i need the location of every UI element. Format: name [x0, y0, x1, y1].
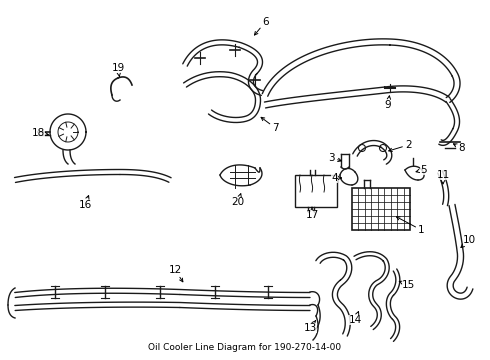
Text: 18: 18 [32, 128, 49, 138]
Text: 12: 12 [169, 265, 183, 282]
Text: 20: 20 [231, 194, 245, 207]
Text: 4: 4 [331, 173, 341, 183]
Text: 15: 15 [399, 280, 415, 290]
Text: 6: 6 [254, 17, 269, 35]
Text: 10: 10 [461, 235, 476, 247]
Text: 5: 5 [416, 165, 427, 175]
Text: 2: 2 [389, 140, 412, 152]
Text: 17: 17 [305, 207, 318, 220]
Text: 1: 1 [396, 217, 425, 235]
Text: 7: 7 [261, 117, 279, 133]
Text: 16: 16 [78, 195, 92, 210]
Text: 19: 19 [111, 63, 124, 76]
Text: 11: 11 [437, 170, 450, 184]
Text: 9: 9 [385, 96, 392, 110]
Text: 8: 8 [453, 143, 465, 153]
Text: Oil Cooler Line Diagram for 190-270-14-00: Oil Cooler Line Diagram for 190-270-14-0… [148, 343, 342, 352]
Bar [352, 188, 410, 230]
Bar [295, 175, 337, 207]
Text: 13: 13 [303, 321, 317, 333]
Text: 3: 3 [328, 153, 342, 163]
Text: 14: 14 [348, 311, 362, 325]
